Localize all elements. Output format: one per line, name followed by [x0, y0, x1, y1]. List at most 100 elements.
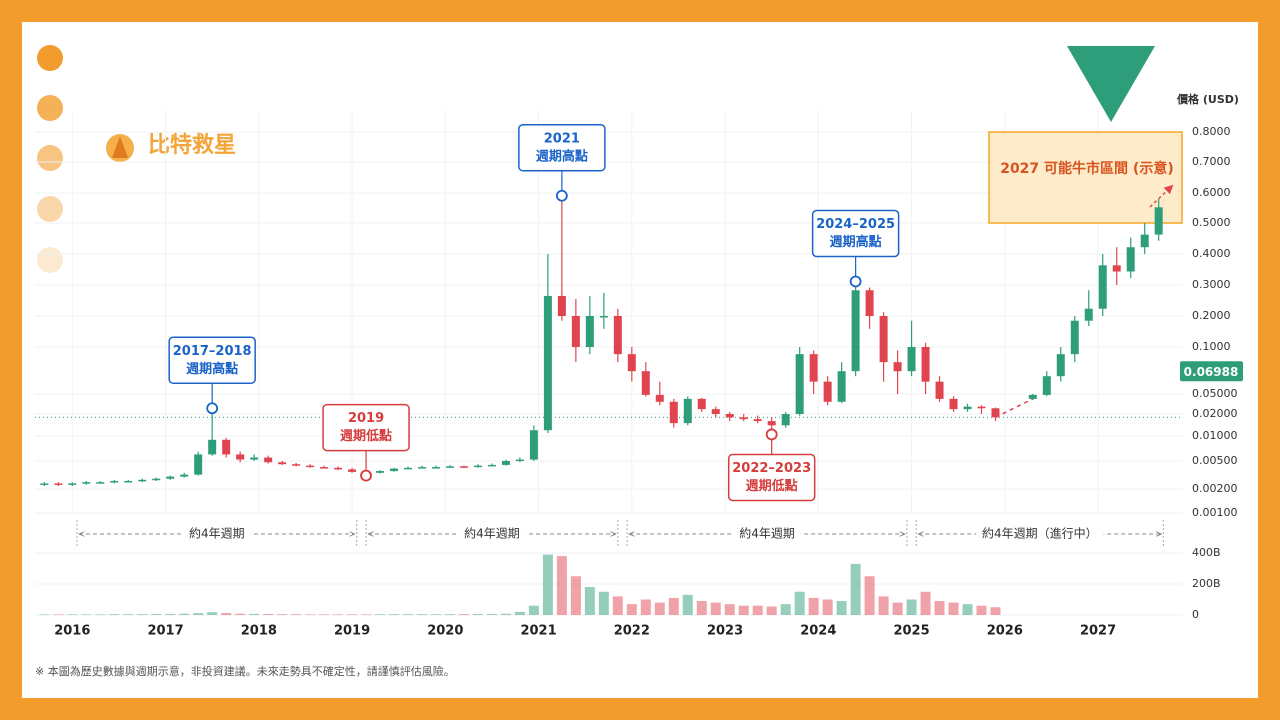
callout-text: 週期高點: [536, 148, 588, 164]
candle-body: [753, 419, 762, 422]
volume-bar: [165, 614, 176, 615]
volume-bar: [640, 599, 651, 615]
candle-body: [292, 464, 301, 466]
volume-bar: [682, 594, 693, 615]
candle-body: [599, 316, 608, 318]
candle-body: [180, 474, 189, 477]
volume-bar: [444, 614, 455, 615]
candle-body: [376, 471, 385, 473]
candle-body: [1154, 207, 1163, 235]
volume-bar: [403, 614, 414, 615]
x-tick-label: 2021: [520, 624, 556, 639]
volume-bar: [458, 614, 469, 615]
x-tick-label: 2022: [614, 624, 650, 639]
volume-bar: [976, 605, 987, 615]
cycle-label-bg: [183, 524, 251, 542]
candle-body: [152, 478, 161, 481]
candle-body: [445, 466, 454, 468]
volume-bar: [235, 613, 246, 615]
candle-body: [557, 295, 566, 316]
volume-bar: [612, 596, 623, 615]
candle-body: [585, 316, 594, 347]
candle-body: [236, 454, 245, 460]
y-tick-label: 0.8000: [1192, 125, 1231, 138]
x-tick-label: 2026: [987, 624, 1023, 639]
y-tick-label: 0.7000: [1192, 155, 1231, 168]
candle-body: [991, 408, 1000, 418]
y-tick-label: 0.1000: [1192, 340, 1231, 353]
callout-box: [518, 124, 606, 172]
callout-text: 週期低點: [746, 478, 798, 494]
volume-bar: [864, 576, 875, 615]
callout-box: [727, 453, 816, 502]
volume-bar: [598, 591, 609, 615]
volume-bar: [542, 554, 553, 615]
candle-body: [851, 290, 860, 372]
volume-bar: [794, 591, 805, 615]
candle-body: [1042, 376, 1051, 395]
candle-body: [166, 476, 175, 479]
volume-bar: [906, 599, 917, 615]
callout-point: [555, 189, 568, 202]
volume-bar: [752, 605, 763, 615]
x-tick-label: 2025: [893, 624, 929, 639]
volume-bar: [305, 614, 316, 615]
candle-body: [865, 290, 874, 316]
x-tick-label: 2023: [707, 624, 743, 639]
callout-text: 2017–2018: [173, 344, 252, 359]
candle-body: [1112, 265, 1121, 272]
candle-body: [739, 417, 748, 420]
volume-bar: [249, 613, 260, 615]
volume-bar: [53, 614, 64, 615]
candle-body: [935, 381, 944, 399]
candle-body: [515, 459, 524, 462]
candle-body: [809, 354, 818, 382]
candle-body: [711, 409, 720, 414]
volume-bar: [514, 611, 525, 615]
y-tick-label: 0.05000: [1192, 387, 1238, 400]
callout-point: [360, 469, 372, 482]
volume-bar: [151, 614, 162, 615]
price-tag: [1180, 361, 1243, 382]
volume-bar: [962, 604, 973, 615]
candle-body: [320, 467, 329, 469]
candle-body: [627, 354, 636, 372]
candle-body: [655, 394, 664, 402]
candle-body: [1056, 354, 1065, 377]
callout-text: 週期高點: [830, 234, 882, 250]
callout-box: [811, 209, 900, 258]
volume-bar: [808, 597, 819, 615]
x-tick-label: 2016: [54, 624, 90, 639]
zone-label: 2027 可能牛市區間 (示意): [1000, 160, 1174, 177]
candle-body: [529, 430, 538, 460]
y-tick-label: 0.02000: [1192, 407, 1238, 420]
volume-bar: [836, 601, 847, 615]
volume-bar: [654, 602, 665, 615]
volume-bar: [878, 596, 889, 615]
volume-bar: [319, 614, 330, 615]
candle-body: [949, 398, 958, 410]
volume-bar: [556, 556, 567, 615]
candle-body: [1070, 320, 1079, 355]
x-tick-label: 2019: [334, 624, 370, 639]
candle-body: [571, 316, 580, 347]
footnote: ※ 本圖為歷史數據與週期示意，非投資建議。未來走勢具不確定性，請謹慎評估風險。: [35, 664, 455, 678]
volume-bar: [472, 614, 483, 615]
callout-point: [206, 402, 219, 415]
candle-body: [82, 482, 91, 484]
x-tick-label: 2017: [147, 624, 183, 639]
candle-body: [669, 401, 678, 424]
volume-bar: [137, 614, 148, 615]
candle-body: [208, 439, 217, 455]
volume-bar: [67, 614, 78, 615]
volume-tick-label: 200B: [1192, 577, 1221, 590]
volume-bar: [389, 614, 400, 615]
cycle-label-bg: [975, 524, 1104, 542]
candle-body: [390, 468, 399, 472]
candle-body: [921, 347, 930, 382]
candle-body: [138, 479, 147, 482]
volume-bar: [584, 587, 595, 615]
candle-body: [40, 483, 49, 485]
candle-body: [1126, 247, 1135, 272]
